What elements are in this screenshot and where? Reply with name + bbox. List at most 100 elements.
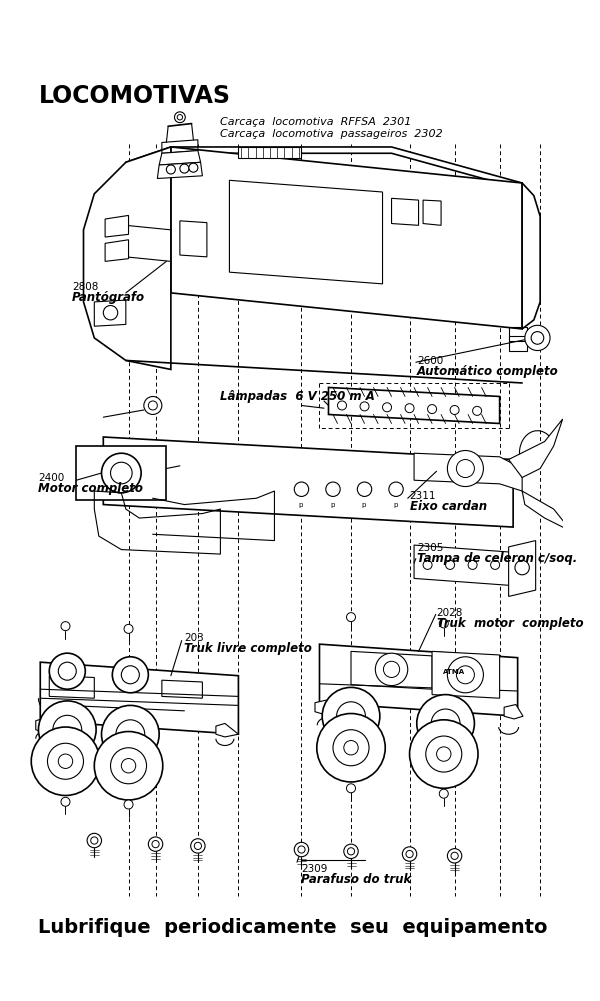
Circle shape <box>451 852 458 860</box>
Polygon shape <box>423 200 441 225</box>
Circle shape <box>347 613 356 622</box>
Text: 2309: 2309 <box>301 864 328 874</box>
Polygon shape <box>157 162 202 178</box>
Text: p: p <box>394 502 398 508</box>
Text: ATMA: ATMA <box>443 670 465 676</box>
Circle shape <box>515 561 529 575</box>
Polygon shape <box>216 724 238 737</box>
Polygon shape <box>315 700 333 715</box>
Circle shape <box>112 657 148 693</box>
Text: 2808: 2808 <box>72 282 98 292</box>
Circle shape <box>322 688 380 745</box>
Text: Motor completo: Motor completo <box>38 482 143 495</box>
Circle shape <box>423 561 432 570</box>
Text: Carcaça  locomotiva  RFFSA  2301: Carcaça locomotiva RFFSA 2301 <box>220 117 412 127</box>
Circle shape <box>61 622 70 631</box>
Text: Truk livre completo: Truk livre completo <box>184 643 312 656</box>
Circle shape <box>87 833 101 848</box>
Polygon shape <box>159 150 200 165</box>
Circle shape <box>298 846 305 853</box>
Polygon shape <box>432 652 500 699</box>
Circle shape <box>337 702 365 731</box>
Polygon shape <box>36 718 54 733</box>
Circle shape <box>426 736 462 772</box>
Circle shape <box>344 844 358 859</box>
Circle shape <box>101 453 141 492</box>
Circle shape <box>144 396 162 414</box>
Circle shape <box>337 401 347 410</box>
Polygon shape <box>238 147 301 158</box>
Text: Lâmpadas  6 V 250 m A: Lâmpadas 6 V 250 m A <box>220 390 375 403</box>
Circle shape <box>194 842 202 850</box>
Circle shape <box>61 797 70 806</box>
Polygon shape <box>83 147 171 369</box>
Text: Automático completo: Automático completo <box>417 365 559 378</box>
Polygon shape <box>105 240 128 261</box>
Text: Eixo cardan: Eixo cardan <box>410 500 487 514</box>
Polygon shape <box>126 147 522 189</box>
Circle shape <box>121 666 139 684</box>
Text: 2400: 2400 <box>38 473 65 483</box>
Circle shape <box>110 462 132 483</box>
Circle shape <box>38 701 96 759</box>
Circle shape <box>376 654 408 686</box>
Text: 2311: 2311 <box>410 491 436 502</box>
Text: LOCOMOTIVAS: LOCOMOTIVAS <box>38 84 230 108</box>
Polygon shape <box>351 652 432 690</box>
Circle shape <box>473 406 482 415</box>
Circle shape <box>317 714 385 782</box>
Circle shape <box>406 851 413 858</box>
Circle shape <box>410 720 478 788</box>
Polygon shape <box>522 183 540 329</box>
Polygon shape <box>40 663 238 735</box>
Circle shape <box>294 482 308 496</box>
Polygon shape <box>392 198 419 225</box>
Polygon shape <box>171 147 522 329</box>
Polygon shape <box>229 180 383 284</box>
Circle shape <box>175 112 185 123</box>
Circle shape <box>124 800 133 809</box>
Circle shape <box>428 404 437 413</box>
Circle shape <box>457 459 475 477</box>
Circle shape <box>439 619 448 628</box>
Text: Parafuso do truk: Parafuso do truk <box>301 873 412 886</box>
Text: p: p <box>362 502 366 508</box>
Circle shape <box>94 732 163 800</box>
Text: Carcaça  locomotiva  passageiros  2302: Carcaça locomotiva passageiros 2302 <box>220 129 443 139</box>
Polygon shape <box>319 645 518 717</box>
Circle shape <box>439 789 448 798</box>
Circle shape <box>31 727 100 796</box>
Text: Truk  motor  completo: Truk motor completo <box>437 618 583 631</box>
Circle shape <box>525 325 550 350</box>
Circle shape <box>360 401 369 410</box>
Text: 2028: 2028 <box>437 609 463 619</box>
Polygon shape <box>504 705 523 719</box>
Polygon shape <box>522 491 572 532</box>
Circle shape <box>344 741 358 755</box>
Polygon shape <box>414 546 513 586</box>
Text: Tampa de celeron c/soq.: Tampa de celeron c/soq. <box>417 553 577 566</box>
Circle shape <box>177 114 182 120</box>
Circle shape <box>383 662 400 678</box>
Circle shape <box>347 848 355 855</box>
Text: 2305: 2305 <box>417 544 443 554</box>
Text: p: p <box>299 502 303 508</box>
Circle shape <box>101 706 159 763</box>
Circle shape <box>417 695 475 752</box>
Circle shape <box>448 450 484 486</box>
Circle shape <box>124 625 133 634</box>
Polygon shape <box>103 437 513 528</box>
Circle shape <box>531 331 544 344</box>
Circle shape <box>189 163 198 172</box>
Text: 203: 203 <box>184 634 204 644</box>
Text: p: p <box>330 502 335 508</box>
Polygon shape <box>509 541 536 597</box>
Polygon shape <box>94 300 126 326</box>
Circle shape <box>191 839 205 853</box>
Circle shape <box>49 654 85 690</box>
Circle shape <box>152 841 159 848</box>
Circle shape <box>450 405 459 414</box>
Circle shape <box>491 561 500 570</box>
Circle shape <box>47 743 83 779</box>
Text: 2600: 2600 <box>417 356 443 366</box>
